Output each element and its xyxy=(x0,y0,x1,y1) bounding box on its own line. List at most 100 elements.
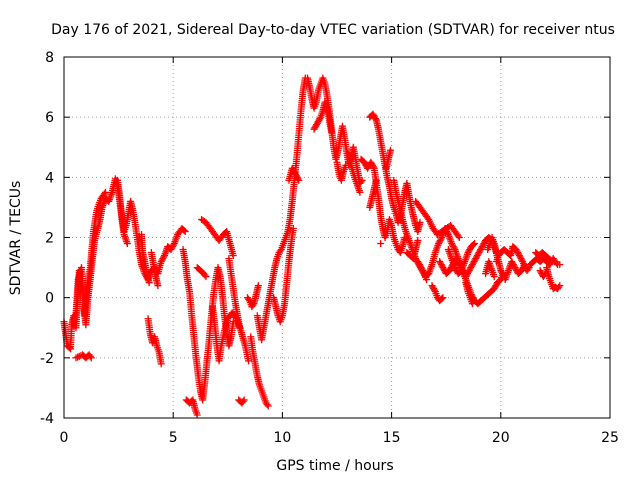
data-point xyxy=(436,259,444,267)
tick-labels: 0 5 10 15 20 25 -4 -2 0 2 4 6 8 xyxy=(40,50,619,446)
data-point xyxy=(295,176,303,184)
data-point xyxy=(445,267,453,275)
data-point xyxy=(479,241,487,249)
data-point xyxy=(416,262,424,270)
data-point xyxy=(229,252,237,260)
data-point xyxy=(436,237,444,245)
data-point xyxy=(312,122,320,130)
data-point xyxy=(462,273,470,281)
data-point xyxy=(512,265,520,273)
data-point xyxy=(364,164,372,172)
data-point xyxy=(202,273,210,281)
data-point xyxy=(490,285,498,293)
data-point xyxy=(193,411,201,419)
x-tick-label: 20 xyxy=(492,430,510,446)
data-point xyxy=(429,283,437,291)
chart-title: Day 176 of 2021, Sidereal Day-to-day VTE… xyxy=(51,22,615,38)
data-point xyxy=(314,118,322,126)
data-point xyxy=(369,163,377,171)
data-point xyxy=(160,253,168,261)
data-point xyxy=(468,262,476,270)
data-point xyxy=(473,252,481,260)
data-point xyxy=(556,261,564,269)
x-tick-label: 5 xyxy=(169,430,178,446)
data-point xyxy=(477,244,485,252)
y-axis-label: SDTVAR / TECUs xyxy=(8,181,24,296)
data-point xyxy=(415,259,423,267)
data-point xyxy=(264,402,272,410)
data-point xyxy=(415,261,423,269)
data-point xyxy=(555,283,563,291)
data-point xyxy=(475,249,483,257)
y-tick-label: 8 xyxy=(45,50,54,66)
data-point xyxy=(468,300,476,308)
data-point xyxy=(240,396,248,404)
data-point xyxy=(512,246,520,254)
data-point xyxy=(449,243,457,251)
data-point xyxy=(86,352,94,360)
data-point xyxy=(358,176,366,184)
data-point xyxy=(466,246,474,254)
data-point xyxy=(438,262,446,270)
data-point xyxy=(435,238,443,246)
data-point xyxy=(371,113,379,121)
data-point xyxy=(542,270,550,278)
data-point xyxy=(154,282,162,290)
data-point xyxy=(469,259,477,267)
data-point xyxy=(440,265,448,273)
data-point xyxy=(371,115,379,123)
data-point xyxy=(470,241,477,249)
data-point xyxy=(180,226,188,234)
data-point xyxy=(377,240,385,248)
data-point xyxy=(414,258,422,266)
data-point xyxy=(466,265,474,273)
data-point xyxy=(423,276,431,284)
data-point xyxy=(477,246,485,254)
data-point xyxy=(452,265,460,273)
y-tick-label: -2 xyxy=(40,351,54,367)
data-point xyxy=(417,264,425,272)
data-point xyxy=(525,264,533,272)
data-point xyxy=(313,119,321,127)
x-tick-label: 0 xyxy=(60,430,69,446)
data-point xyxy=(157,360,165,368)
y-tick-label: 4 xyxy=(45,170,54,186)
data-point xyxy=(513,247,521,255)
data-point xyxy=(239,397,247,405)
data-point xyxy=(387,146,395,154)
data-point xyxy=(313,121,321,129)
data-point xyxy=(100,190,108,198)
x-axis-label: GPS time / hours xyxy=(276,458,393,474)
data-point xyxy=(471,256,479,264)
grid-lines xyxy=(64,57,610,418)
data-point xyxy=(463,270,471,278)
data-point xyxy=(472,255,480,263)
data-point xyxy=(463,271,471,279)
data-point xyxy=(515,250,523,258)
data-point xyxy=(509,259,517,267)
data-point xyxy=(547,257,555,265)
data-point xyxy=(491,283,499,291)
data-point xyxy=(293,173,301,181)
x-tick-label: 15 xyxy=(383,430,401,446)
data-point xyxy=(72,354,80,362)
data-point xyxy=(419,267,427,275)
data-point xyxy=(169,241,177,249)
x-tick-label: 10 xyxy=(273,430,291,446)
data-point xyxy=(508,258,516,266)
data-point xyxy=(540,271,548,279)
data-point xyxy=(370,112,378,120)
data-point xyxy=(276,247,284,255)
data-point xyxy=(437,261,445,269)
data-point xyxy=(310,125,318,133)
data-point xyxy=(420,268,428,276)
data-point xyxy=(288,164,296,172)
data-point xyxy=(448,241,456,249)
data-point xyxy=(556,282,564,290)
data-point xyxy=(468,261,476,269)
data-point xyxy=(464,249,472,257)
data-point xyxy=(368,160,376,168)
data-point xyxy=(480,240,488,248)
data-point xyxy=(436,258,444,266)
